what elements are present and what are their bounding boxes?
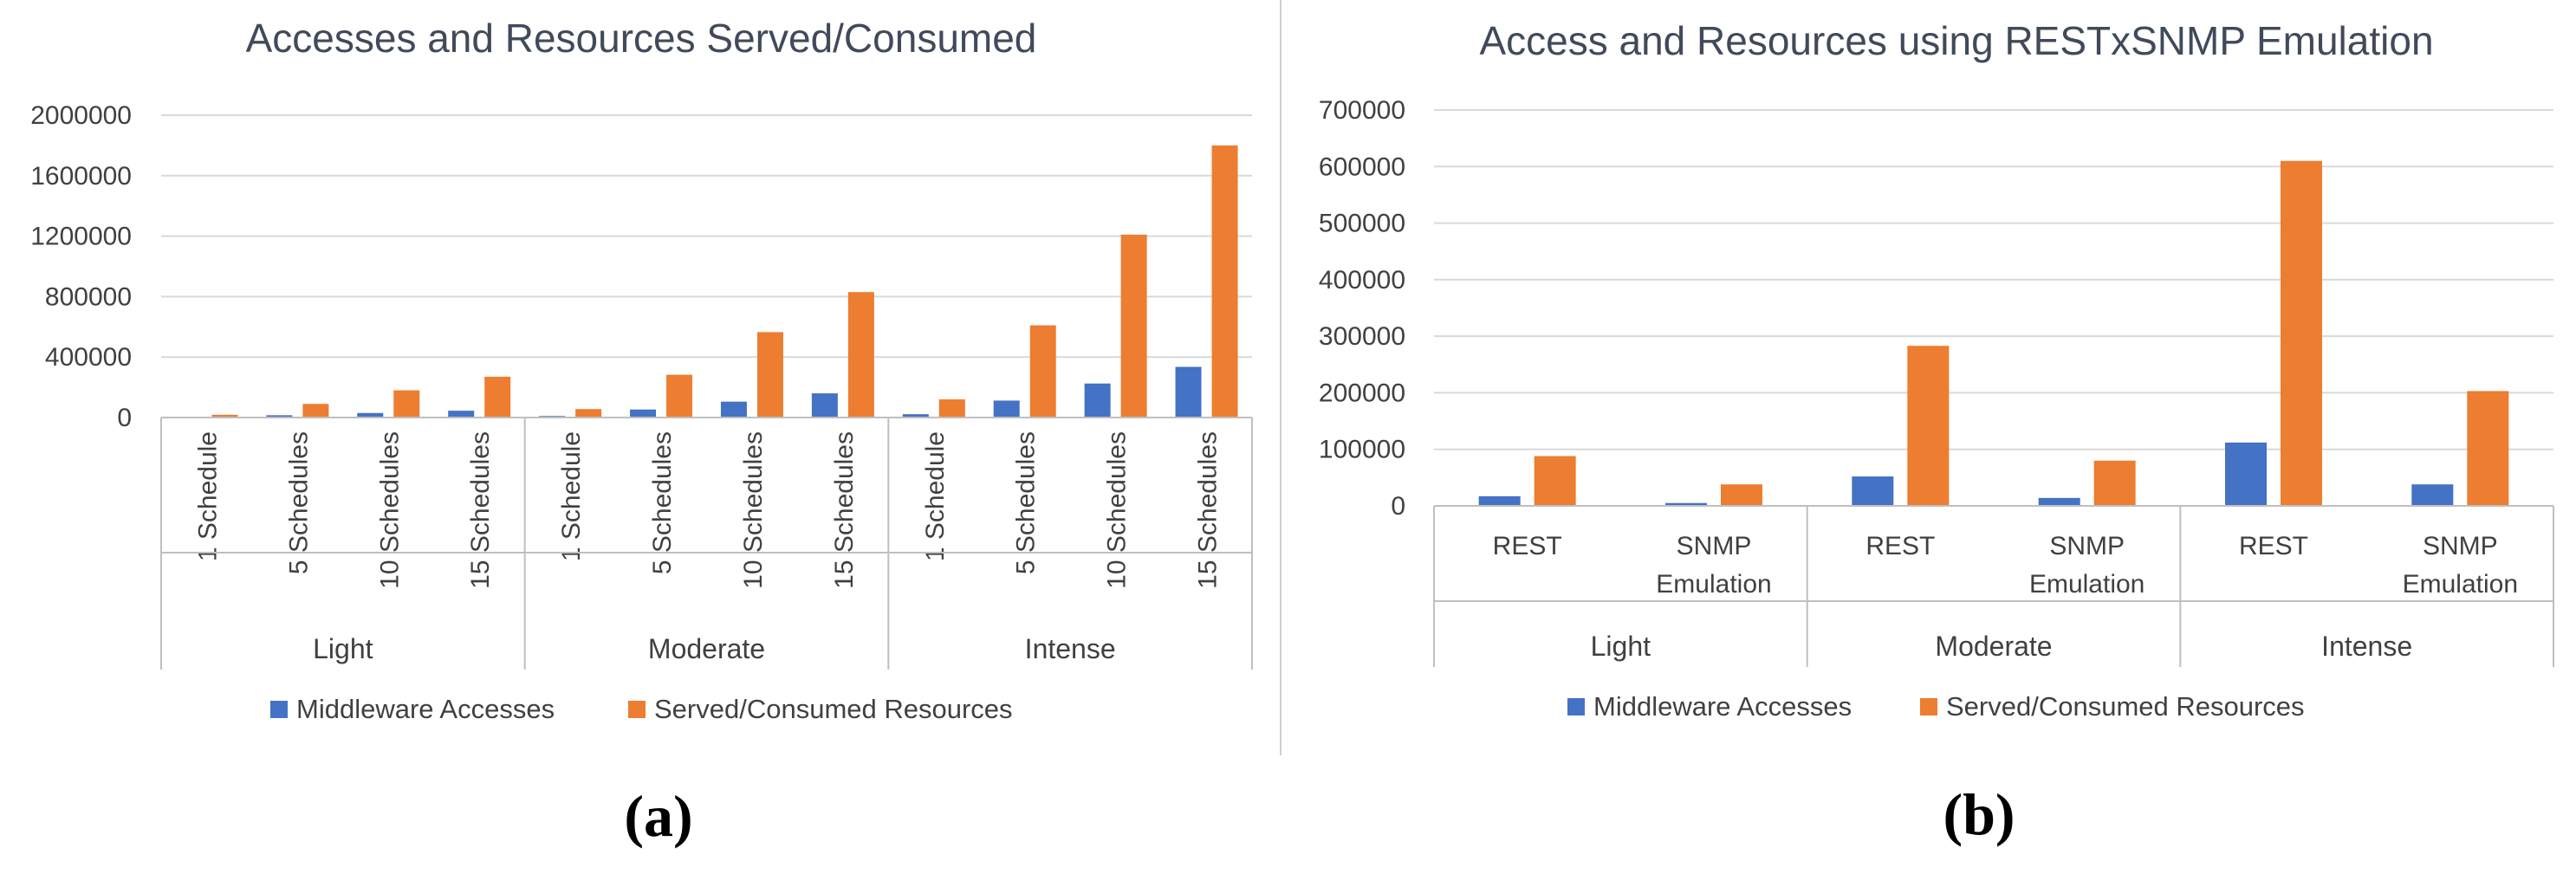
bar-served-consumed-resources [666, 374, 693, 418]
legend-swatch-served-consumed-resources [628, 701, 646, 718]
bar-served-consumed-resources [2281, 160, 2322, 506]
legend-label: Middleware Accesses [1593, 691, 1852, 722]
x-category-label-line: Emulation [2403, 570, 2518, 599]
y-tick-label: 1200000 [30, 223, 132, 251]
bar-served-consumed-resources [484, 376, 511, 418]
bar-middleware-accesses [993, 400, 1020, 418]
bar-middleware-accesses [448, 411, 475, 418]
x-group-label: Intense [2321, 631, 2412, 662]
y-tick-label: 200000 [1319, 379, 1405, 407]
legend-label: Served/Consumed Resources [1946, 691, 2305, 722]
x-category-label: 5 Schedules [284, 431, 313, 574]
y-tick-label: 100000 [1319, 436, 1405, 464]
bar-served-consumed-resources [393, 390, 420, 418]
x-category-label-line: Emulation [2029, 570, 2145, 599]
bar-served-consumed-resources [938, 399, 965, 418]
x-category-label: SNMP Emulation [1656, 532, 1771, 599]
bar-middleware-accesses [2038, 497, 2080, 506]
bar-served-consumed-resources [1120, 234, 1147, 418]
chart-title: Access and Resources using RESTxSNMP Emu… [1479, 18, 2433, 63]
panel-label: (a) [624, 783, 692, 849]
y-tick-label: 2000000 [30, 101, 132, 130]
bar-served-consumed-resources [302, 404, 329, 418]
bar-middleware-accesses [266, 415, 293, 418]
x-group-label: Moderate [1935, 631, 2052, 662]
x-category-label: SNMP Emulation [2403, 532, 2518, 599]
bar-middleware-accesses [357, 412, 384, 418]
y-tick-label: 800000 [45, 282, 132, 311]
x-category-label: REST [1865, 532, 1935, 560]
legend-label: Served/Consumed Resources [654, 694, 1013, 724]
x-category-label: 10 Schedules [1103, 431, 1132, 589]
chart-a: Accesses and Resources Served/Consumed 0 4… [30, 16, 1253, 849]
x-category-label-line: Emulation [1656, 570, 1771, 599]
x-category-label-line: SNMP [2423, 532, 2498, 560]
bar-middleware-accesses [2225, 442, 2267, 506]
bar-middleware-accesses [1084, 383, 1111, 418]
y-tick-label: 400000 [45, 343, 132, 372]
y-tick-label: 1600000 [30, 162, 132, 191]
bar-middleware-accesses [1852, 476, 1894, 506]
legend-swatch-served-consumed-resources [1920, 698, 1937, 715]
bar-middleware-accesses [1478, 495, 1521, 506]
x-category-label: 15 Schedules [466, 431, 495, 589]
bar-served-consumed-resources [575, 409, 602, 418]
x-category-label: SNMP Emulation [2029, 532, 2145, 599]
legend-swatch-middleware-accesses [270, 701, 288, 718]
y-tick-label: 300000 [1319, 322, 1405, 351]
x-category-label-line: SNMP [1677, 532, 1752, 560]
bar-served-consumed-resources [2467, 391, 2509, 506]
bar-served-consumed-resources [1029, 325, 1056, 418]
x-category-label: 5 Schedules [1012, 431, 1041, 574]
bar-served-consumed-resources [756, 332, 783, 418]
x-category-label: 10 Schedules [375, 431, 404, 589]
x-group-label: Light [1591, 631, 1651, 662]
x-group-label: Intense [1025, 633, 1116, 664]
x-group-label: Light [313, 633, 373, 664]
x-category-label: REST [2239, 532, 2308, 560]
y-tick-label: 500000 [1319, 210, 1405, 238]
bar-served-consumed-resources [847, 292, 874, 418]
bar-served-consumed-resources [1211, 145, 1238, 418]
x-category-label-line: REST [1493, 532, 1562, 560]
bar-middleware-accesses [1175, 366, 1202, 418]
chart-b: Access and Resources using RESTxSNMP Emu… [1319, 18, 2554, 847]
legend-label: Middleware Accesses [296, 694, 555, 724]
x-category-label: 10 Schedules [739, 431, 768, 589]
bar-middleware-accesses [630, 409, 657, 418]
chart-title: Accesses and Resources Served/Consumed [246, 16, 1037, 61]
bar-middleware-accesses [1665, 502, 1707, 506]
y-tick-label: 0 [117, 404, 132, 432]
x-category-label: 1 Schedule [557, 431, 586, 561]
y-tick-label: 700000 [1319, 96, 1405, 125]
bar-served-consumed-resources [211, 414, 238, 418]
bar-served-consumed-resources [1721, 484, 1762, 506]
bar-middleware-accesses [720, 401, 747, 418]
bar-middleware-accesses [902, 414, 929, 418]
bar-served-consumed-resources [1534, 456, 1576, 506]
x-category-label-line: REST [1865, 532, 1935, 560]
x-category-label: 5 Schedules [648, 431, 677, 574]
x-category-label: 1 Schedule [921, 431, 950, 561]
x-group-label: Moderate [648, 633, 765, 664]
y-tick-label: 0 [1391, 492, 1405, 521]
x-category-label-line: REST [2239, 532, 2308, 560]
x-category-label: 15 Schedules [830, 431, 859, 589]
x-category-label: 1 Schedule [193, 431, 222, 561]
bar-middleware-accesses [811, 393, 838, 418]
y-tick-label: 400000 [1319, 266, 1405, 295]
x-category-label-line: SNMP [2049, 532, 2125, 560]
bar-served-consumed-resources [2093, 460, 2136, 506]
x-category-label: REST [1493, 532, 1562, 560]
bar-served-consumed-resources [1907, 346, 1950, 506]
y-tick-label: 600000 [1319, 152, 1405, 181]
x-category-label: 15 Schedules [1194, 431, 1223, 589]
panel-label: (b) [1943, 781, 2015, 847]
bar-middleware-accesses [2411, 484, 2454, 506]
legend-swatch-middleware-accesses [1567, 698, 1585, 715]
